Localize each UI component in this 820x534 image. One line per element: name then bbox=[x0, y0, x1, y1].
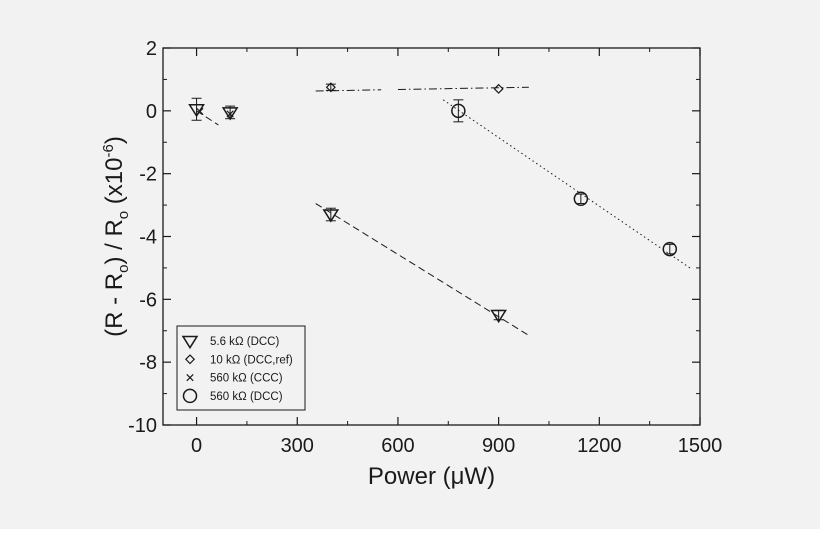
x-tick-label: 0 bbox=[191, 435, 202, 457]
legend: 5.6 kΩ (DCC) 10 kΩ (DCC,ref) 560 kΩ (CCC) 5… bbox=[176, 325, 306, 411]
y-axis-label: (R - Ro) / Ro (x10-6) bbox=[100, 136, 132, 337]
legend-label: 5.6 kΩ (DCC) bbox=[210, 336, 279, 348]
fit-line bbox=[315, 89, 382, 92]
fit-lines bbox=[196, 86, 691, 336]
data-point bbox=[490, 309, 507, 324]
axis-ticks bbox=[163, 47, 701, 426]
data-points bbox=[188, 82, 678, 324]
x-tick-label: 600 bbox=[381, 435, 414, 457]
x-tick-label: 1500 bbox=[678, 435, 723, 457]
y-tick-label: -6 bbox=[139, 289, 157, 311]
legend-label: 560 kΩ (CCC) bbox=[210, 373, 283, 385]
data-point bbox=[221, 107, 239, 121]
legend-box bbox=[176, 325, 306, 411]
data-point bbox=[196, 107, 204, 116]
legend-label: 10 kΩ (DCC,ref) bbox=[210, 354, 293, 366]
fit-line bbox=[442, 99, 691, 269]
legend-label: 560 kΩ (DCC) bbox=[210, 391, 283, 403]
data-point bbox=[325, 82, 336, 93]
data-point bbox=[573, 191, 589, 207]
y-tick-label: 0 bbox=[146, 101, 157, 123]
x-tick-label: 900 bbox=[482, 435, 515, 457]
data-point bbox=[226, 110, 234, 118]
y-tick-label: -2 bbox=[139, 164, 157, 186]
y-tick-label: -10 bbox=[128, 415, 157, 437]
x-axis-label: Power (μW) bbox=[368, 463, 495, 490]
legend-marker bbox=[186, 373, 194, 382]
data-point bbox=[451, 103, 466, 119]
x-tick-label: 1200 bbox=[577, 435, 622, 457]
y-tick-label: 2 bbox=[146, 38, 157, 60]
legend-marker bbox=[181, 335, 199, 350]
data-point bbox=[662, 241, 678, 257]
x-tick-label: 300 bbox=[281, 435, 314, 457]
data-point bbox=[322, 209, 340, 223]
fit-line bbox=[397, 86, 529, 90]
y-tick-label: -4 bbox=[139, 227, 157, 249]
fit-line bbox=[315, 203, 530, 336]
y-tick-label: -8 bbox=[139, 352, 157, 374]
x-tick-labels: 0 300 600 900 1200 1500 bbox=[191, 435, 722, 457]
data-point bbox=[188, 103, 205, 118]
data-point bbox=[493, 83, 504, 94]
fit-line bbox=[196, 110, 219, 126]
legend-marker bbox=[184, 354, 196, 365]
y-tick-labels: 2 0 -2 -4 -6 -8 -10 bbox=[128, 38, 157, 437]
legend-marker bbox=[182, 388, 198, 404]
